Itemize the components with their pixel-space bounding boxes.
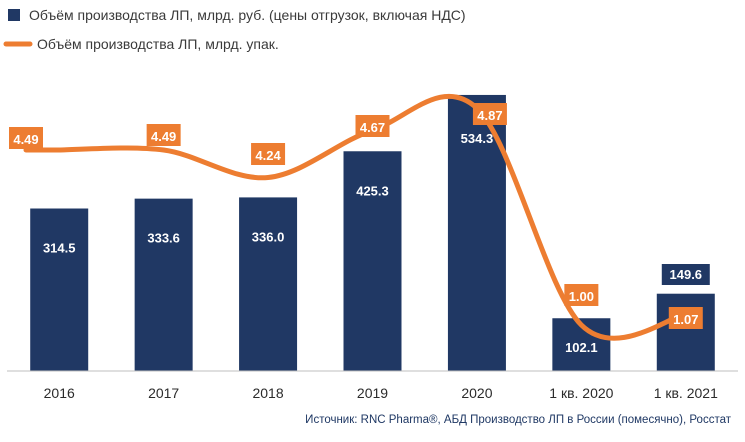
line-data-label: 4.49	[13, 132, 38, 147]
bar-series	[30, 94, 715, 371]
line-data-label: 4.67	[360, 120, 385, 135]
x-tick-label: 2019	[357, 385, 388, 401]
bar-data-labels: 314.5 333.6 336.0 425.3 534.3 102.1 149.6	[43, 131, 710, 355]
bar-data-label: 534.3	[461, 131, 494, 146]
bar-1	[134, 198, 193, 371]
legend-bar-swatch	[8, 9, 20, 21]
x-axis-ticks: 2016 2017 2018 2019 2020 1 кв. 2020 1 кв. 2021	[44, 385, 718, 401]
line-label-box	[668, 307, 703, 329]
bar-0	[30, 208, 89, 371]
bar-data-label: 314.5	[43, 241, 76, 256]
bar-3	[343, 151, 402, 371]
bar-label-box	[661, 264, 710, 285]
x-tick-label: 2018	[252, 385, 283, 401]
legend-line-label: Объём производства ЛП, млрд. упак.	[37, 36, 279, 52]
line-label-box	[9, 127, 43, 149]
bar-data-label: 149.6	[670, 267, 703, 282]
x-tick-label: 1 кв. 2020	[549, 385, 613, 401]
bar-6	[656, 293, 715, 371]
line-data-label: 4.87	[477, 108, 502, 123]
legend: Объём производства ЛП, млрд. руб. (цены …	[3, 7, 466, 52]
x-tick-label: 2016	[44, 385, 75, 401]
line-label-box	[472, 103, 507, 125]
bar-data-label: 102.1	[565, 340, 598, 355]
line-label-box	[355, 115, 390, 137]
legend-bar-label: Объём производства ЛП, млрд. руб. (цены …	[29, 7, 466, 23]
bar-2	[239, 197, 298, 371]
x-tick-label: 2017	[148, 385, 179, 401]
line-series	[23, 93, 689, 341]
x-tick-label: 2020	[461, 385, 492, 401]
source-note: Источник: RNC Pharma®, АБД Производство …	[305, 414, 731, 426]
bar-data-label: 336.0	[252, 229, 285, 244]
line-data-label: 4.49	[151, 129, 176, 144]
bar-data-label: 333.6	[147, 231, 180, 246]
line-label-box	[564, 284, 599, 306]
line-data-label: 4.24	[255, 148, 281, 163]
x-tick-label: 1 кв. 2021	[654, 385, 718, 401]
line-data-labels: 4.49 4.49 4.24 4.67 4.87 1.00 1.07	[9, 103, 703, 329]
line-data-label: 1.00	[569, 289, 594, 304]
line-label-box	[146, 124, 181, 146]
line-label-box	[251, 143, 286, 165]
bar-data-label: 425.3	[356, 183, 389, 198]
line-data-label: 1.07	[673, 312, 698, 327]
